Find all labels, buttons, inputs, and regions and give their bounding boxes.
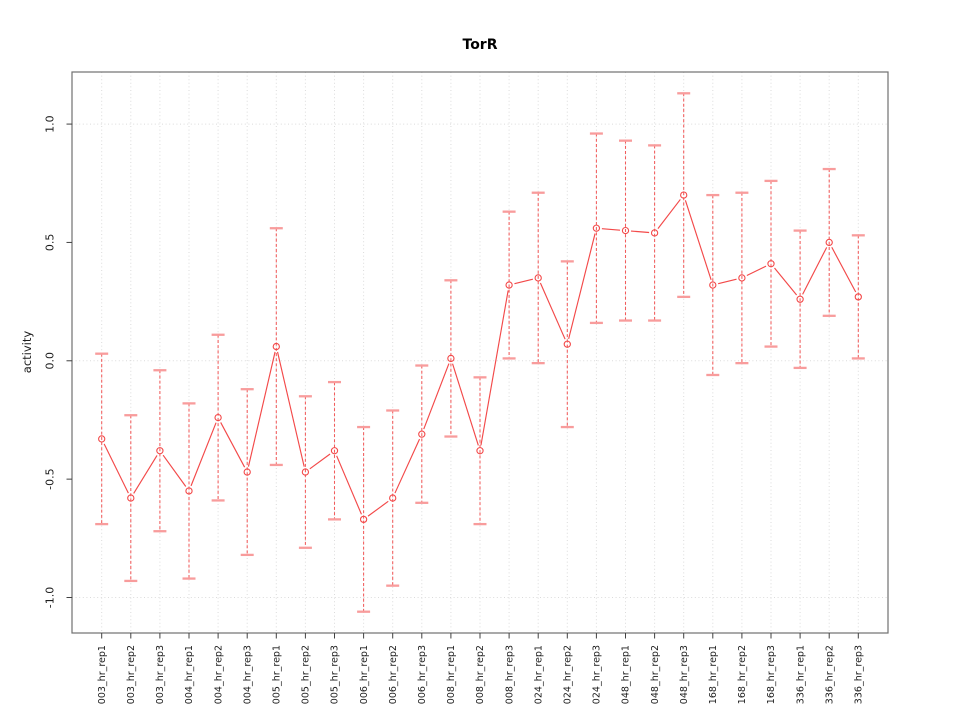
data-point-marker [98,435,106,443]
x-tick-label: 168_hr_rep3 [766,645,777,704]
data-point-marker [534,274,542,282]
series-segment [133,455,158,494]
data-point-marker [389,494,397,502]
data-point-marker [796,295,804,303]
x-tick-label: 336_hr_rep1 [795,645,806,704]
x-tick-label: 024_hr_rep3 [592,645,603,704]
data-point-marker [476,447,484,455]
x-tick-label: 003_hr_rep1 [97,645,108,704]
data-point-marker [563,340,571,348]
series-segment [718,278,737,285]
x-tick-label: 004_hr_rep2 [213,645,224,704]
data-point-marker [854,293,862,301]
series-segment [276,351,305,467]
x-tick-label: 004_hr_rep1 [184,645,195,704]
series-segment [367,500,389,517]
data-point-marker [709,281,717,289]
x-tick-label: 006_hr_rep2 [388,645,399,704]
series-segment [539,282,566,340]
series-segment [774,267,798,296]
x-tick-label: 024_hr_rep2 [563,645,574,704]
y-tick-label: -1.0 [44,587,57,608]
series-segment [394,438,421,494]
x-tick-label: 005_hr_rep2 [301,645,312,704]
x-tick-label: 024_hr_rep1 [533,645,544,704]
data-point-marker [767,260,775,268]
x-tick-label: 336_hr_rep2 [824,645,835,704]
data-point-marker [680,191,688,199]
series-segment [162,454,187,487]
x-tick-label: 006_hr_rep3 [417,645,428,704]
data-point-marker [243,468,251,476]
series-segment [514,278,533,285]
data-point-marker [359,515,368,524]
series-segment [247,351,276,467]
series-segment [480,290,509,446]
data-point-marker [214,413,222,422]
x-tick-label: 008_hr_rep2 [475,645,486,704]
data-point-marker [650,229,659,237]
x-tick-label: 008_hr_rep1 [446,645,457,704]
y-tick-label: 0.5 [44,234,57,252]
x-tick-label: 005_hr_rep1 [272,645,283,704]
series-segment [103,443,129,494]
data-point-marker [272,342,280,351]
series-segment [452,363,479,446]
series-segment [831,247,857,293]
series-segment [423,363,450,430]
series-segment [336,455,362,515]
series-segment [309,453,331,470]
plot-border [71,71,889,634]
series-segment [568,233,596,340]
data-point-marker [825,238,833,247]
series-segment [802,247,828,295]
x-tick-label: 168_hr_rep1 [708,645,719,704]
y-tick-label: -0.5 [44,468,57,489]
x-tick-label: 168_hr_rep2 [737,645,748,704]
y-tick-label: 0.0 [44,352,57,370]
x-tick-label: 005_hr_rep3 [330,645,341,704]
data-point-marker [738,274,746,282]
series-segment [601,228,621,231]
data-point-marker [156,447,164,455]
x-tick-label: 048_hr_rep1 [621,645,632,704]
x-tick-label: 008_hr_rep3 [504,645,515,704]
series-segment [190,422,217,487]
x-tick-label: 048_hr_rep3 [679,645,690,704]
data-point-marker [447,354,455,363]
x-tick-label: 003_hr_rep3 [155,645,166,704]
data-point-marker [418,430,426,438]
chart-title: TorR [462,37,498,53]
data-point-marker [505,281,513,289]
series-segment [220,422,246,468]
series-segment [684,200,712,280]
data-point-marker [127,494,135,502]
series-segment [657,199,681,229]
data-point-marker [621,226,630,235]
x-tick-label: 006_hr_rep1 [359,645,370,704]
x-tick-label: 004_hr_rep3 [242,645,253,704]
data-point-marker [185,487,193,495]
x-tick-label: 003_hr_rep2 [126,645,137,704]
data-point-marker [301,468,310,476]
series-segment [746,265,767,277]
data-point-marker [330,447,339,455]
y-tick-label: 1.0 [44,115,57,133]
x-tick-label: 048_hr_rep2 [650,645,661,704]
series-segment [630,230,650,234]
data-point-marker [592,224,601,232]
x-tick-label: 336_hr_rep3 [854,645,865,704]
